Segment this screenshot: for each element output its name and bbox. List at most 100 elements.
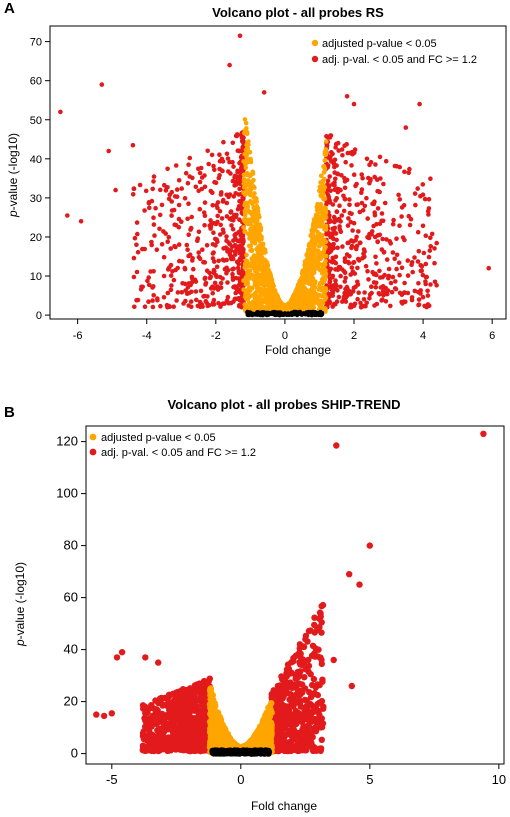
- panel-a-point-orange: [245, 159, 250, 165]
- panel-a-point-orange: [322, 244, 328, 250]
- panel-b-point-red: [307, 730, 314, 737]
- panel-a-point-red: [434, 283, 439, 288]
- panel-a-point-orange: [259, 279, 264, 285]
- panel-a-point-orange: [245, 280, 251, 286]
- panel-a-legend-label-adjusted: adjusted p-value < 0.05: [322, 38, 437, 50]
- panel-a-point-red: [197, 303, 202, 308]
- panel-a-point-red: [182, 265, 188, 271]
- panel-a-point-red: [354, 202, 360, 208]
- panel-a-point-orange: [248, 180, 253, 186]
- panel-a-point-red: [190, 175, 195, 181]
- panel-a-point-red: [189, 289, 194, 295]
- panel-a-point-orange: [252, 295, 258, 301]
- panel-b-point-red: [142, 709, 149, 716]
- panel-a-point-red: [189, 274, 195, 280]
- panel-a-point-orange: [320, 178, 326, 184]
- panel-a-point-red: [394, 266, 399, 272]
- panel-a-point-red: [167, 304, 172, 310]
- panel-a-ytick-label: 60: [30, 76, 42, 88]
- panel-a-point-orange: [322, 166, 328, 171]
- panel-b-point-red: [184, 726, 191, 733]
- panel-b-point-red: [191, 730, 198, 738]
- panel-a-point-outlier: [65, 213, 70, 218]
- panel-a-point-red: [335, 267, 341, 273]
- panel-a-point-red: [401, 290, 407, 295]
- panel-a-point-red: [333, 198, 338, 203]
- panel-a-point-red: [240, 144, 246, 149]
- panel-a-point-orange: [265, 279, 270, 285]
- panel-a-legend: adjusted p-value < 0.05 adj. p-val. < 0.…: [311, 38, 477, 66]
- panel-a-point-red: [349, 265, 355, 270]
- panel-a-point-red: [336, 294, 342, 300]
- panel-a-point-red: [202, 184, 208, 190]
- panel-a-point-red: [426, 197, 432, 202]
- panel-a-point-red: [216, 258, 221, 264]
- panel-a-ytick-label: 50: [30, 115, 42, 127]
- panel-a-point-red: [197, 299, 203, 305]
- panel-a-point-red: [346, 260, 352, 266]
- panel-a-point-black: [299, 312, 305, 317]
- panel-a-point-red: [351, 285, 357, 291]
- panel-a-point-red: [333, 231, 339, 236]
- panel-a-point-orange: [250, 169, 255, 175]
- panel-a-point-orange: [323, 223, 329, 229]
- panel-a-point-red: [217, 232, 223, 237]
- panel-a-point-red: [137, 182, 143, 188]
- panel-a-point-orange: [242, 211, 248, 216]
- panel-a-legend-label-fc: adj. p-val. < 0.05 and FC >= 1.2: [322, 54, 477, 66]
- panel-b-point-red: [298, 716, 305, 724]
- panel-a-point-red: [168, 287, 174, 293]
- panel-a-point-red: [210, 251, 216, 256]
- panel-a-letter: A: [4, 0, 15, 17]
- panel-a-point-red: [220, 301, 226, 307]
- panel-b-point-red: [294, 698, 301, 705]
- panel-a-point-outlier: [351, 101, 357, 107]
- panel-a-point-orange: [323, 258, 328, 264]
- panel-a-point-red: [208, 218, 213, 223]
- panel-a-ytick-label: 30: [30, 193, 42, 205]
- panel-a-point-red: [423, 233, 429, 238]
- panel-a-point-red: [140, 246, 145, 252]
- panel-a-point-orange: [321, 170, 327, 175]
- panel-a-point-red: [175, 290, 181, 295]
- panel-a-point-red: [210, 302, 215, 307]
- panel-a-point-orange: [248, 226, 253, 232]
- panel-a-point-red: [359, 172, 365, 177]
- panel-b-point-red: [302, 632, 310, 639]
- panel-a-point-red: [405, 258, 411, 263]
- panel-a-point-orange: [251, 177, 256, 183]
- panel-a-point-red: [346, 216, 351, 221]
- panel-a-point-red: [238, 233, 243, 238]
- panel-a-point-outlier: [78, 219, 84, 224]
- panel-a-xtick-label: 0: [282, 330, 288, 342]
- panel-b-point-red: [318, 736, 325, 743]
- panel-b-point-red: [283, 703, 291, 710]
- panel-a-point-orange: [247, 149, 253, 155]
- panel-a-point-red: [142, 304, 148, 310]
- panel-b-point-red: [294, 687, 302, 694]
- panel-b-point-red: [317, 722, 324, 729]
- panel-a-point-red: [185, 285, 191, 290]
- panel-a-point-orange: [243, 275, 249, 280]
- panel-a-point-orange: [318, 193, 324, 198]
- panel-a-point-red: [393, 279, 398, 284]
- panel-a-point-orange: [253, 206, 258, 212]
- panel-b-point-red: [316, 624, 323, 631]
- panel-a-point-orange: [253, 290, 258, 296]
- panel-a-point-red: [412, 255, 417, 260]
- panel-a-point-orange: [322, 291, 327, 297]
- panel-a-point-red: [416, 297, 422, 302]
- panel-a-point-red: [201, 259, 206, 265]
- panel-a-point-red: [210, 190, 215, 195]
- panel-a-point-orange: [271, 291, 277, 296]
- panel-a-point-orange: [315, 239, 320, 244]
- panel-a-point-red: [416, 302, 421, 308]
- panel-a-point-red: [229, 223, 234, 228]
- panel-a-point-red: [337, 224, 342, 229]
- panel-a-point-red: [206, 161, 211, 167]
- panel-a-point-red: [388, 280, 394, 286]
- panel-b-point-red: [300, 710, 307, 718]
- panel-b-point-red: [281, 725, 288, 732]
- panel-b: B Volcano plot - all probes SHIP-TREND -…: [4, 397, 506, 813]
- panel-a-point-red: [163, 231, 168, 236]
